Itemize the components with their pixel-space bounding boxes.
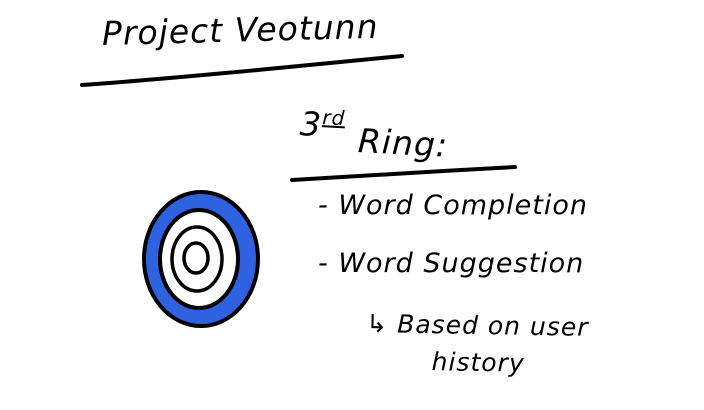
list-item-word-completion: - Word Completion: [318, 190, 589, 221]
ring-heading: 3rd Ring:: [298, 104, 450, 165]
list-item-word-suggestion: - Word Suggestion: [318, 248, 585, 279]
target-bullseye: [182, 241, 210, 275]
title-underline: [80, 54, 404, 87]
ring-ordinal-number: 3: [298, 104, 323, 145]
sub-note-line-2: history: [431, 347, 525, 378]
target-icon: [142, 190, 260, 328]
ring-ordinal-suffix: rd: [321, 105, 346, 131]
page-title: Project Veotunn: [101, 6, 379, 53]
sub-note: ↳ Based on user history: [365, 309, 589, 379]
ring-heading-label: Ring:: [357, 121, 450, 165]
return-arrow-icon: ↳: [366, 309, 389, 339]
sub-note-line-1: Based on user: [396, 309, 589, 342]
heading-underline: [290, 165, 517, 182]
